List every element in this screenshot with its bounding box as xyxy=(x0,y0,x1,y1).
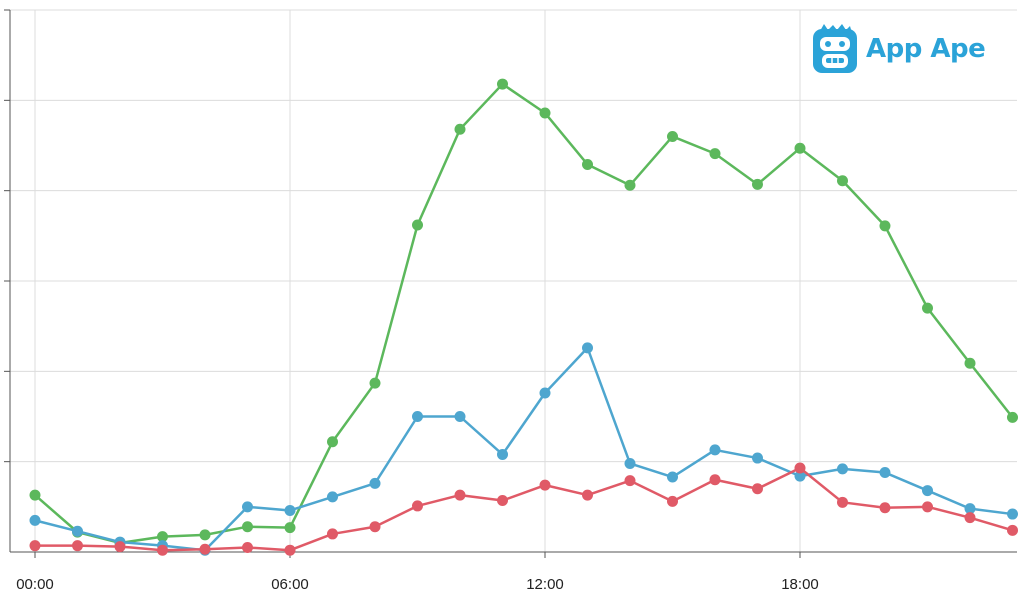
data-point xyxy=(879,467,891,479)
data-point xyxy=(284,522,296,534)
series-line xyxy=(34,346,1013,552)
data-point xyxy=(327,491,338,503)
data-point xyxy=(114,541,126,553)
x-tick-label: 12:00 xyxy=(526,576,564,593)
data-point xyxy=(667,471,678,483)
x-tick-label: 18:00 xyxy=(781,576,819,593)
data-point xyxy=(964,512,976,524)
data-point xyxy=(1007,524,1018,536)
data-point xyxy=(752,452,763,464)
data-point xyxy=(497,448,508,460)
series-2 xyxy=(29,342,1018,556)
series-1 xyxy=(29,78,1018,549)
data-point xyxy=(72,540,83,552)
data-point xyxy=(412,500,423,512)
data-point xyxy=(752,483,763,495)
data-point xyxy=(199,529,211,541)
data-point xyxy=(454,489,466,501)
series-line xyxy=(35,466,1013,552)
data-point xyxy=(624,179,636,191)
data-point xyxy=(369,377,381,389)
data-point xyxy=(624,457,636,469)
data-point xyxy=(667,130,678,142)
data-point xyxy=(412,219,423,231)
data-point xyxy=(752,178,763,190)
data-point xyxy=(284,504,296,516)
data-point xyxy=(922,485,933,497)
data-point xyxy=(879,220,891,232)
data-point xyxy=(29,540,41,552)
x-tick-label: 00:00 xyxy=(16,576,54,593)
data-point xyxy=(454,123,466,135)
app-ape-logo: App Ape xyxy=(812,24,986,74)
data-point xyxy=(327,436,338,448)
data-point xyxy=(497,495,508,507)
ape-icon xyxy=(813,24,857,73)
data-point xyxy=(199,543,211,555)
data-point xyxy=(709,444,721,456)
data-point xyxy=(157,544,168,556)
data-point xyxy=(837,496,848,508)
data-point xyxy=(582,342,593,354)
data-point xyxy=(369,521,381,533)
data-point xyxy=(284,544,296,556)
series-3 xyxy=(29,462,1018,556)
data-point xyxy=(837,463,848,475)
data-point xyxy=(964,357,976,369)
chart-axes xyxy=(4,9,1017,558)
data-point xyxy=(582,158,593,170)
data-point xyxy=(412,411,423,422)
data-point xyxy=(879,502,891,514)
data-point xyxy=(72,525,83,537)
data-point xyxy=(1007,411,1018,423)
data-point xyxy=(539,107,551,119)
data-point xyxy=(242,521,253,533)
data-point xyxy=(794,142,806,154)
data-point xyxy=(794,470,806,482)
data-point xyxy=(454,411,466,422)
data-point xyxy=(624,475,636,487)
data-point xyxy=(1007,508,1018,520)
x-tick-label: 06:00 xyxy=(271,576,309,593)
data-point xyxy=(582,489,593,501)
data-point xyxy=(242,541,253,553)
data-point xyxy=(922,501,933,513)
chart-grid xyxy=(10,9,1017,552)
data-point xyxy=(794,462,806,474)
data-point xyxy=(922,302,933,314)
data-point xyxy=(327,528,338,540)
data-point xyxy=(539,387,551,399)
brand-name: App Ape xyxy=(866,34,986,64)
data-point xyxy=(539,479,551,491)
data-point xyxy=(709,148,721,160)
data-point xyxy=(242,501,253,513)
data-point xyxy=(837,175,848,187)
data-point xyxy=(29,489,41,501)
data-point xyxy=(709,474,721,486)
data-point xyxy=(497,78,508,90)
x-axis-ticks: 00:00 06:00 12:00 18:00 xyxy=(16,576,819,593)
data-point xyxy=(667,495,678,507)
data-point xyxy=(157,531,168,543)
data-point xyxy=(964,503,976,515)
data-point xyxy=(369,477,381,489)
data-point xyxy=(29,514,41,526)
series-line xyxy=(34,82,1014,545)
chart-series xyxy=(29,78,1018,556)
